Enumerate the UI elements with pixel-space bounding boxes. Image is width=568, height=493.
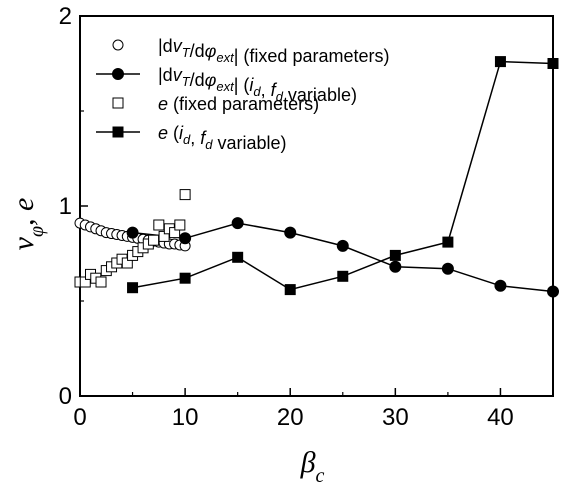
legend-text-part: i [249,75,254,95]
x-tick-label: 30 [382,404,409,431]
data-point [389,260,402,273]
data-point [179,272,191,284]
y-axis-subscript: φ [26,226,48,237]
data-point [231,217,244,230]
legend-label: e (id, fd variable) [158,123,287,153]
data-point [442,236,454,248]
data-point [547,58,559,69]
x-axis-symbol: β [300,446,316,479]
legend-entry: |dvT/dφext| (id, fd variable) [96,65,357,105]
data-point [547,285,559,298]
legend-entry: e (fixed parameters) [112,94,319,114]
legend-text-part: e [158,123,168,143]
legend-text-part: variable) [283,85,357,105]
legend-text-part: T [182,74,191,89]
legend-text-part: φ [205,41,217,61]
x-tick-label: 0 [73,404,86,431]
legend-text-part: i [179,123,184,143]
x-axis-subscript: c [316,465,325,487]
data-point [112,126,124,138]
plot-frame [79,15,554,397]
legend-text-part: e [158,94,168,114]
data-point [148,234,160,246]
data-point [336,239,349,252]
legend-text-part: | ( [234,75,250,95]
data-point [153,219,165,231]
x-tick-label: 10 [172,404,199,431]
y-axis-symbol: v [7,236,40,250]
data-point [284,284,296,296]
legend-text-part: |d [158,36,173,56]
y-tick-label: 0 [59,383,72,410]
legend-text-part: v [173,65,183,85]
data-point [126,226,139,239]
data-point [95,276,107,288]
data-point [179,232,192,245]
y-axis-rest: , e [7,198,40,226]
series-3 [74,189,191,288]
data-point [112,39,124,51]
data-point [284,226,297,239]
data-point [337,270,349,282]
data-point [494,56,506,68]
data-point [112,68,124,80]
legend-text-part: d [276,89,284,104]
legend-text-part: f [271,80,278,100]
legend-text-part: d [205,137,213,152]
y-tick-label: 2 [59,3,72,30]
legend-label: |dvT/dφext| (fixed parameters) [158,36,389,66]
legend-text-part: (fixed parameters) [168,94,319,114]
legend-text-part: T [182,45,191,60]
data-point [112,97,124,109]
legend-label: e (fixed parameters) [158,94,319,114]
x-axis-label: βc [300,446,325,487]
legend-text-part: /d [190,41,205,61]
data-point [179,189,191,201]
legend-text-part: , [261,80,271,100]
x-tick-label: 40 [487,404,514,431]
legend-text-part: ext [216,50,235,65]
legend-entry: e (id, fd variable) [96,123,287,153]
legend-entry: |dvT/dφext| (fixed parameters) [112,36,389,66]
legend-label: |dvT/dφext| (id, fd variable) [158,65,357,105]
legend-text-part: ( [168,123,179,143]
data-point [174,219,186,231]
data-point [441,262,454,275]
legend-text-part: |d [158,65,173,85]
legend-text-part: , [190,128,200,148]
legend-text-part: /d [190,70,205,90]
data-point [127,282,139,294]
legend-text-part: | (fixed parameters) [234,46,390,66]
legend-text-part: d [253,84,261,99]
x-tick-label: 20 [277,404,304,431]
data-point [494,279,507,292]
legend-text-part: variable) [213,133,287,153]
legend-text-part: f [200,128,207,148]
series-2 [126,217,559,298]
data-point [389,249,401,261]
legend-text-part: d [183,132,191,147]
legend-text-part: v [173,36,183,56]
legend-text-part: φ [205,70,217,90]
y-axis-label: vφ, e [7,198,48,251]
legend-text-part: ext [216,79,235,94]
y-tick-label: 1 [59,193,72,220]
series-4 [127,56,559,296]
data-point [232,251,244,263]
